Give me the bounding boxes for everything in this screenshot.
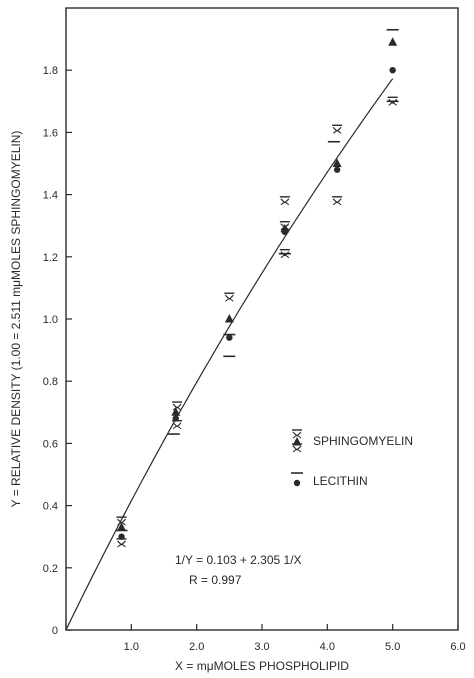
- legend: SPHINGOMYELIN LECITHIN: [291, 429, 413, 488]
- sphingomyelin-range-mark: [332, 196, 343, 206]
- y-tick-label: 0.8: [43, 376, 58, 388]
- sphingomyelin-range-mark: [172, 401, 183, 411]
- sphingomyelin-range-mark: [279, 196, 290, 206]
- sphingomyelin-range-mark: [116, 538, 127, 548]
- lecithin-point: [226, 334, 233, 341]
- sphingomyelin-range-mark: [332, 124, 343, 134]
- legend-sphingomyelin-range-mark: [292, 443, 302, 453]
- y-tick-label: 1.4: [43, 190, 58, 202]
- lecithin-point: [389, 67, 396, 74]
- fit-curve: [65, 78, 394, 631]
- y-tick-label: 0: [52, 625, 58, 637]
- x-tick-label: 3.0: [254, 641, 269, 653]
- y-tick-label: 1.2: [43, 252, 58, 264]
- y-tick-label: 1.8: [43, 65, 58, 77]
- x-tick-label: 5.0: [385, 641, 400, 653]
- sphingomyelin-point: [171, 407, 181, 416]
- regression-equation: 1/Y = 0.103 + 2.305 1/X: [175, 553, 302, 567]
- y-tick-label: 0.2: [43, 563, 58, 575]
- legend-lecithin-label: LECITHIN: [313, 474, 368, 488]
- sphingomyelin-range-mark: [224, 292, 235, 302]
- x-axis-ticks: 1.0 2.0 3.0 4.0 5.0 6.0: [65, 624, 466, 653]
- sphingomyelin-point: [332, 158, 342, 167]
- legend-sphingomyelin-symbol: [292, 429, 302, 453]
- lecithin-point: [118, 533, 125, 540]
- data-marks: [115, 28, 399, 548]
- x-tick-label: 2.0: [189, 641, 204, 653]
- sphingomyelin-point: [388, 37, 398, 46]
- sphingomyelin-point: [117, 522, 127, 531]
- legend-lecithin-marker: [293, 479, 301, 487]
- x-tick-label: 4.0: [320, 641, 335, 653]
- lecithin-point: [172, 415, 179, 422]
- y-tick-label: 1.0: [43, 314, 58, 326]
- y-axis-label: Y = RELATIVE DENSITY (1.00 = 2.511 mμMOL…: [9, 131, 23, 508]
- y-tick-label: 0.4: [43, 501, 58, 513]
- x-tick-label: 1.0: [124, 641, 139, 653]
- legend-sphingomyelin-label: SPHINGOMYELIN: [313, 434, 413, 448]
- x-axis-label: X = mμMOLES PHOSPHOLIPID: [175, 659, 349, 673]
- sphingomyelin-range-mark: [116, 516, 127, 526]
- sphingomyelin-point: [224, 314, 234, 323]
- y-tick-label: 1.6: [43, 127, 58, 139]
- plot-frame: [65, 7, 459, 631]
- lecithin-point: [333, 166, 341, 173]
- x-tick-label: 6.0: [450, 641, 465, 653]
- legend-lecithin-symbol: [291, 472, 303, 487]
- correlation-coefficient: R = 0.997: [189, 573, 242, 587]
- y-axis-ticks: 0 0.2 0.4 0.6 0.8 1.0 1.2 1.4 1.6 1.8: [43, 65, 72, 637]
- lecithin-point: [281, 228, 289, 236]
- y-tick-label: 0.6: [43, 438, 58, 450]
- legend-sphingomyelin-range-mark: [292, 429, 302, 439]
